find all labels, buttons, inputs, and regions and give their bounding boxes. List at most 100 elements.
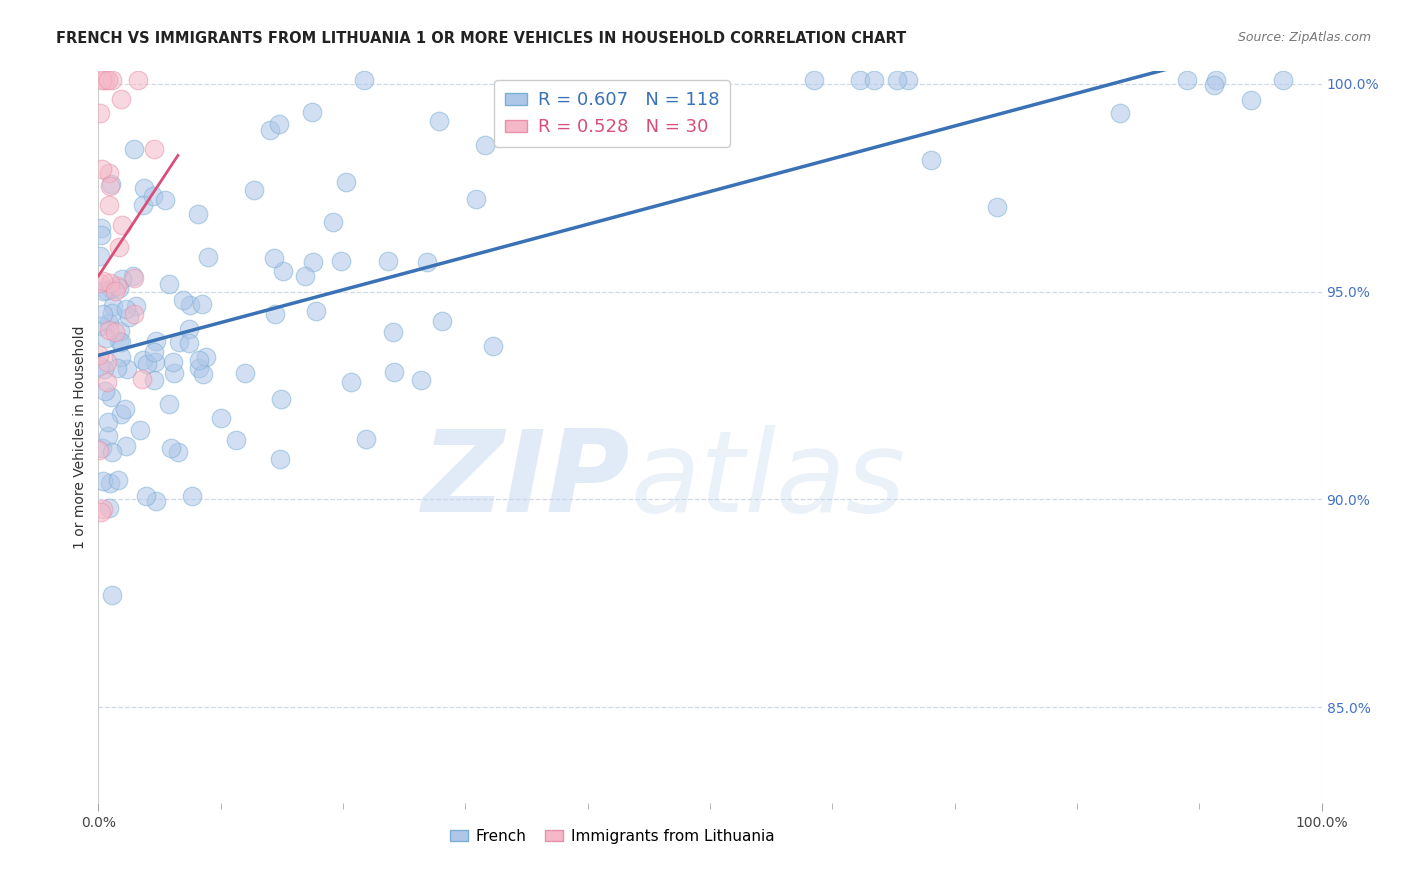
Point — [105, 279, 128, 293]
Point — [193, 367, 215, 381]
Text: atlas: atlas — [630, 425, 905, 536]
Point — [294, 268, 316, 283]
Point — [382, 365, 405, 379]
Point — [335, 175, 357, 189]
Point — [122, 306, 145, 320]
Point — [90, 227, 112, 242]
Point — [162, 354, 184, 368]
Point — [89, 442, 111, 457]
Point — [100, 390, 122, 404]
Point — [122, 142, 145, 156]
Point — [107, 473, 129, 487]
Text: ZIP: ZIP — [422, 425, 630, 536]
Point — [382, 325, 405, 339]
Point — [1205, 72, 1227, 87]
Text: FRENCH VS IMMIGRANTS FROM LITHUANIA 1 OR MORE VEHICLES IN HOUSEHOLD CORRELATION : FRENCH VS IMMIGRANTS FROM LITHUANIA 1 OR… — [56, 31, 907, 46]
Point — [1271, 72, 1294, 87]
Point — [96, 376, 118, 390]
Point — [97, 166, 120, 180]
Point — [90, 220, 112, 235]
Point — [1108, 106, 1130, 120]
Point — [111, 218, 134, 232]
Point — [127, 72, 149, 87]
Point — [93, 275, 115, 289]
Point — [481, 339, 503, 353]
Point — [143, 142, 166, 156]
Point — [132, 352, 155, 367]
Point — [301, 105, 323, 120]
Point — [269, 452, 291, 467]
Point — [122, 271, 145, 285]
Point — [270, 392, 292, 406]
Point — [259, 123, 281, 137]
Point — [897, 72, 920, 87]
Point — [91, 162, 114, 177]
Point — [135, 357, 157, 371]
Point — [191, 297, 214, 311]
Point — [101, 445, 124, 459]
Point — [305, 304, 328, 318]
Point — [89, 106, 111, 120]
Point — [132, 181, 155, 195]
Point — [188, 361, 211, 376]
Point — [101, 299, 124, 313]
Point — [172, 293, 194, 308]
Point — [209, 410, 232, 425]
Point — [89, 248, 111, 262]
Point — [115, 439, 138, 453]
Point — [1240, 93, 1263, 107]
Point — [264, 307, 287, 321]
Point — [233, 366, 256, 380]
Point — [143, 344, 166, 359]
Point — [145, 334, 167, 349]
Point — [98, 178, 121, 193]
Point — [91, 501, 114, 516]
Point — [110, 92, 132, 106]
Point — [91, 306, 114, 320]
Point — [108, 324, 131, 338]
Point — [340, 376, 363, 390]
Point — [107, 281, 129, 295]
Point — [177, 321, 200, 335]
Point — [100, 305, 122, 319]
Text: Source: ZipAtlas.com: Source: ZipAtlas.com — [1237, 31, 1371, 45]
Point — [243, 183, 266, 197]
Point — [89, 359, 111, 373]
Point — [89, 506, 111, 520]
Point — [179, 298, 201, 312]
Point — [124, 299, 146, 313]
Point — [195, 350, 218, 364]
Point — [167, 335, 190, 350]
Point — [465, 192, 488, 206]
Point — [97, 501, 120, 516]
Point — [186, 207, 208, 221]
Point — [145, 494, 167, 508]
Point — [93, 362, 115, 376]
Point — [163, 366, 186, 380]
Point — [157, 277, 180, 292]
Point — [91, 72, 114, 87]
Point — [181, 489, 204, 503]
Point — [427, 113, 450, 128]
Point — [322, 215, 344, 229]
Point — [129, 423, 152, 437]
Legend: French, Immigrants from Lithuania: French, Immigrants from Lithuania — [444, 822, 780, 850]
Point — [432, 314, 454, 328]
Point — [122, 268, 145, 283]
Point — [97, 316, 120, 330]
Point — [110, 335, 132, 350]
Point — [131, 372, 153, 386]
Point — [986, 200, 1008, 214]
Point — [87, 348, 110, 362]
Point — [101, 588, 124, 602]
Point — [91, 474, 114, 488]
Point — [91, 441, 114, 455]
Point — [157, 396, 180, 410]
Point — [110, 407, 132, 421]
Point — [98, 476, 121, 491]
Point — [131, 198, 153, 212]
Point — [267, 117, 290, 131]
Point — [920, 153, 942, 168]
Point — [91, 284, 114, 298]
Point — [97, 429, 120, 443]
